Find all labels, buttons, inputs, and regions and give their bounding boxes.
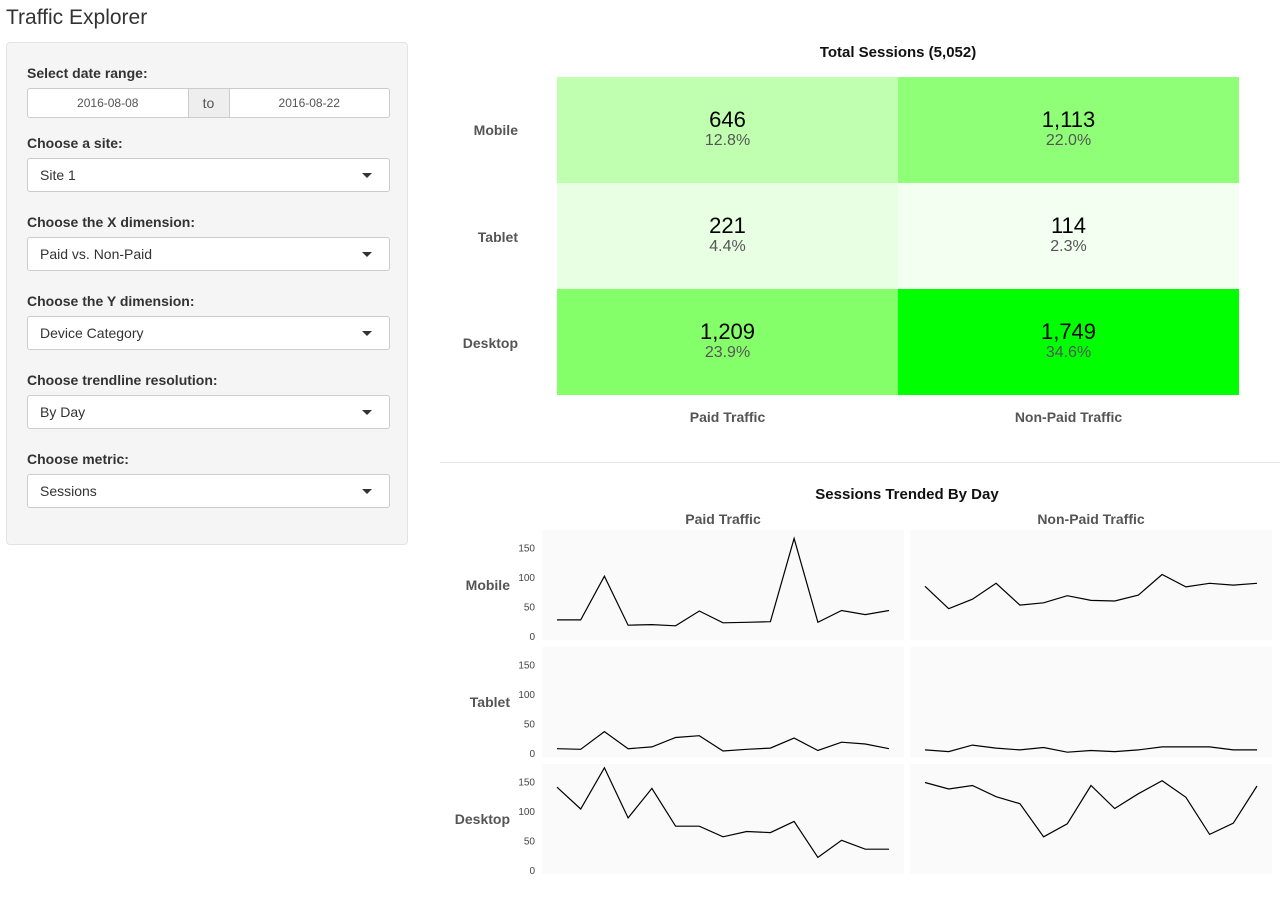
trend-row-label-desktop: Desktop [454,811,510,827]
heatmap-cell-percent: 4.4% [709,238,746,255]
heatmap-cell-tablet-nonpaid: 114 2.3% [898,183,1239,289]
y-tick-label: 50 [524,837,536,848]
sidebar-panel: Select date range: 2016-08-08 to 2016-08… [6,42,408,545]
heatmap-cell-percent: 12.8% [704,132,751,149]
date-range-input: 2016-08-08 to 2016-08-22 [27,88,390,118]
y-tick-label: 0 [529,749,535,760]
trend-line-desktop-nonpaid [924,779,1258,838]
metric-select[interactable]: Sessions [27,474,390,508]
resolution-label: Choose trendline resolution: [27,372,218,388]
heatmap-cell-desktop-nonpaid: 1,749 34.6% [898,289,1239,395]
heatmap-row-label-desktop: Desktop [462,335,518,351]
section-divider [440,462,1280,463]
metric-select-value: Sessions [40,483,97,499]
resolution-select-value: By Day [40,404,86,420]
y-tick-label: 100 [518,807,535,818]
trend-line-tablet-paid [556,730,890,752]
y-tick-label: 0 [529,866,535,877]
trend-line-mobile-nonpaid [924,573,1258,610]
y-tick-label: 150 [518,778,535,789]
heatmap-cell-mobile-paid: 646 12.8% [557,77,898,183]
trend-panel [542,764,904,874]
trend-chart-title: Sessions Trended By Day [815,486,999,503]
heatmap-cell-value: 114 [1050,213,1087,238]
chevron-down-icon [362,331,372,336]
heatmap-cell-tablet-paid: 221 4.4% [557,183,898,289]
heatmap-cell-value: 1,113 [1041,107,1096,132]
resolution-select[interactable]: By Day [27,395,390,429]
trend-chart: 0 50 100 150 0 50 100 150 0 50 100 150 [518,530,1272,877]
heatmap-cell-percent: 23.9% [704,344,751,361]
heatmap-cell-mobile-nonpaid: 1,113 22.0% [898,77,1239,183]
y-tick-label: 100 [518,690,535,701]
y-dimension-label: Choose the Y dimension: [27,293,195,309]
heatmap-cell-percent: 2.3% [1050,238,1087,255]
y-tick-label: 50 [524,603,536,614]
x-dimension-select-value: Paid vs. Non-Paid [40,246,153,262]
site-select[interactable]: Site 1 [27,158,390,192]
heatmap-cell-percent: 22.0% [1045,132,1092,149]
heatmap-col-label-nonpaid: Non-Paid Traffic [1014,409,1123,425]
date-range-label: Select date range: [27,65,148,81]
chevron-down-icon [362,173,372,178]
app-title: Traffic Explorer [6,6,148,29]
heatmap-cell-value: 646 [709,107,746,132]
trend-col-label-nonpaid: Non-Paid Traffic [1037,511,1145,527]
trend-row-label-tablet: Tablet [469,694,510,710]
y-tick-label: 100 [518,573,535,584]
trend-row-label-mobile: Mobile [465,577,510,593]
trend-panel [910,647,1272,757]
trend-panel [910,530,1272,640]
x-dimension-label: Choose the X dimension: [27,214,196,230]
heatmap-row-label-tablet: Tablet [477,229,518,245]
heatmap-row-label-mobile: Mobile [473,122,518,138]
heatmap-cell-percent: 34.6% [1045,344,1092,361]
y-tick-label: 150 [518,544,535,555]
trend-line-mobile-paid [557,536,890,627]
heatmap-cell-value: 1,749 [1040,319,1097,344]
site-label: Choose a site: [27,135,123,151]
trend-col-label-paid: Paid Traffic [685,511,761,527]
heatmap-cell-value: 221 [709,213,746,238]
trend-line-tablet-nonpaid [924,744,1257,753]
heatmap-col-label-paid: Paid Traffic [689,409,766,425]
start-date-input[interactable]: 2016-08-08 [27,88,189,118]
y-tick-label: 150 [518,661,535,672]
trend-panel [910,764,1272,874]
site-select-value: Site 1 [40,167,76,183]
y-tick-label: 50 [524,720,536,731]
y-dimension-select[interactable]: Device Category [27,316,390,350]
date-range-separator: to [188,88,229,118]
trend-panel [542,647,904,757]
y-dimension-select-value: Device Category [40,325,144,341]
heatmap-title: Total Sessions (5,052) [819,44,977,61]
chevron-down-icon [362,252,372,257]
chevron-down-icon [362,410,372,415]
metric-label: Choose metric: [27,451,129,467]
heatmap-cell-value: 1,209 [699,319,756,344]
end-date-input[interactable]: 2016-08-22 [228,88,390,118]
chevron-down-icon [362,489,372,494]
x-dimension-select[interactable]: Paid vs. Non-Paid [27,237,390,271]
heatmap-cell-desktop-paid: 1,209 23.9% [557,289,898,395]
trend-line-desktop-paid [556,766,889,859]
y-tick-label: 0 [529,632,535,643]
trend-panel [542,530,904,640]
